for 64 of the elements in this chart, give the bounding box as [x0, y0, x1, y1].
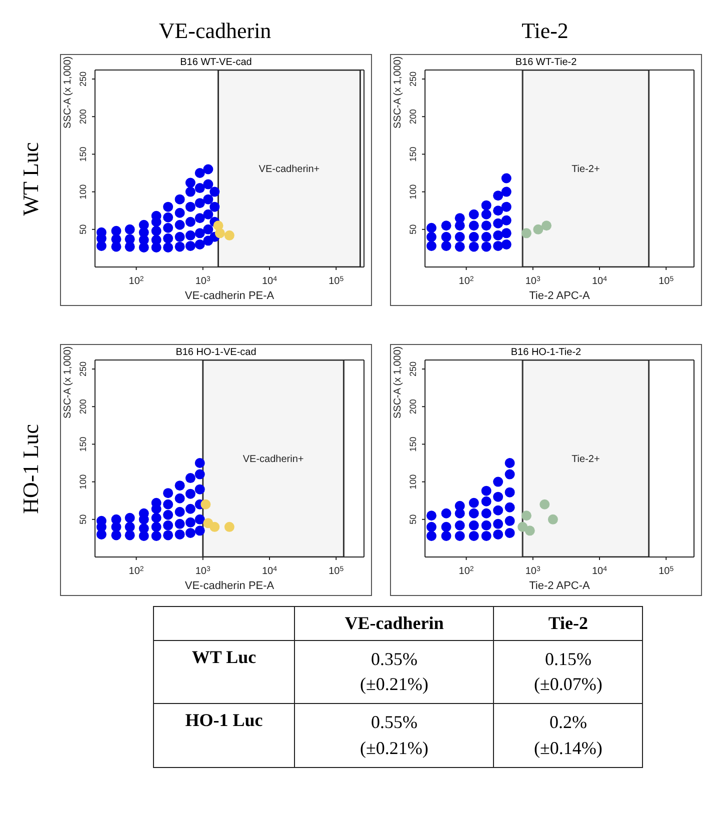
- data-label: 0.55% (±0.21%): [294, 704, 494, 768]
- y-tick-label: 150: [408, 146, 418, 162]
- text: VE-cadherin: [158, 18, 272, 44]
- x-tick-label: 10$^{5}$: [658, 566, 674, 577]
- x-tick-label: 10$^{4}$: [592, 276, 608, 287]
- text: Tie-2: [520, 18, 570, 44]
- y-tick-label: 150: [78, 146, 88, 162]
- band-label: Tie-2+: [572, 164, 600, 176]
- x-tick-label: 10$^{5}$: [328, 566, 344, 577]
- x-tick-label: 10$^{2}$: [458, 276, 474, 287]
- y-tick-label: 200: [408, 109, 418, 124]
- y-axis-title: SSC-A (x 1,000): [62, 346, 74, 418]
- x-axis-title: VE-cadherin PE-A: [184, 580, 275, 592]
- y-tick-label: 50: [408, 514, 418, 524]
- y-tick-label: 150: [408, 436, 418, 452]
- x-axis-title: Tie-2 APC-A: [529, 580, 591, 592]
- x-tick-label: 10$^{3}$: [525, 566, 541, 577]
- x-tick-label: 10$^{2}$: [128, 276, 144, 287]
- chart-title: B16 WT-Tie-2: [515, 57, 577, 68]
- y-tick-label: 100: [408, 474, 418, 490]
- y-tick-label: 250: [408, 362, 418, 377]
- y-tick-label: 200: [78, 399, 88, 414]
- x-tick-label: 10$^{3}$: [195, 276, 211, 287]
- y-tick-label: 200: [78, 109, 88, 124]
- x-tick-label: 10$^{4}$: [592, 566, 608, 577]
- data-label: 0.2% (±0.14%): [494, 704, 642, 768]
- y-tick-label: 100: [78, 474, 88, 490]
- x-tick-label: 10$^{3}$: [525, 276, 541, 287]
- y-tick-label: 250: [408, 72, 418, 87]
- text: Tie-2: [494, 606, 642, 640]
- y-tick-label: 150: [78, 436, 88, 452]
- x-tick-label: 10$^{2}$: [128, 566, 144, 577]
- text: HO-1 Luc: [18, 424, 44, 514]
- band-label: Tie-2+: [572, 454, 600, 466]
- category-label: WT Luc: [154, 640, 294, 704]
- x-tick-label: 10$^{2}$: [458, 566, 474, 577]
- x-tick-label: 10$^{4}$: [262, 566, 278, 577]
- y-axis-title: SSC-A (x 1,000): [62, 56, 74, 128]
- x-tick-label: 10$^{5}$: [328, 276, 344, 287]
- y-tick-label: 250: [78, 362, 88, 377]
- x-tick-label: 10$^{4}$: [262, 276, 278, 287]
- x-axis-title: Tie-2 APC-A: [529, 290, 591, 302]
- band-label: VE-cadherin+: [242, 454, 304, 466]
- y-tick-label: 100: [78, 184, 88, 200]
- x-tick-label: 10$^{3}$: [195, 566, 211, 577]
- y-axis-title: SSC-A (x 1,000): [392, 346, 404, 418]
- category-label: HO-1 Luc: [154, 704, 294, 768]
- y-axis-title: SSC-A (x 1,000): [392, 56, 404, 128]
- chart-title: B16 HO-1-VE-cad: [176, 347, 256, 358]
- y-tick-label: 50: [78, 224, 88, 234]
- x-axis-title: VE-cadherin PE-A: [184, 290, 275, 302]
- y-tick-label: 100: [408, 184, 418, 200]
- text: WT Luc: [18, 142, 44, 216]
- chart-title: B16 HO-1-Tie-2: [510, 347, 582, 358]
- y-tick-label: 50: [408, 224, 418, 234]
- text: VE-cadherin: [294, 606, 494, 640]
- chart-title: B16 WT-VE-cad: [180, 57, 252, 68]
- y-tick-label: 200: [408, 399, 418, 414]
- y-tick-label: 50: [78, 514, 88, 524]
- data-label: 0.35% (±0.21%): [294, 640, 494, 704]
- x-tick-label: 10$^{5}$: [658, 276, 674, 287]
- data-label: 0.15% (±0.07%): [494, 640, 642, 704]
- y-tick-label: 250: [78, 72, 88, 87]
- band-label: VE-cadherin+: [258, 164, 320, 176]
